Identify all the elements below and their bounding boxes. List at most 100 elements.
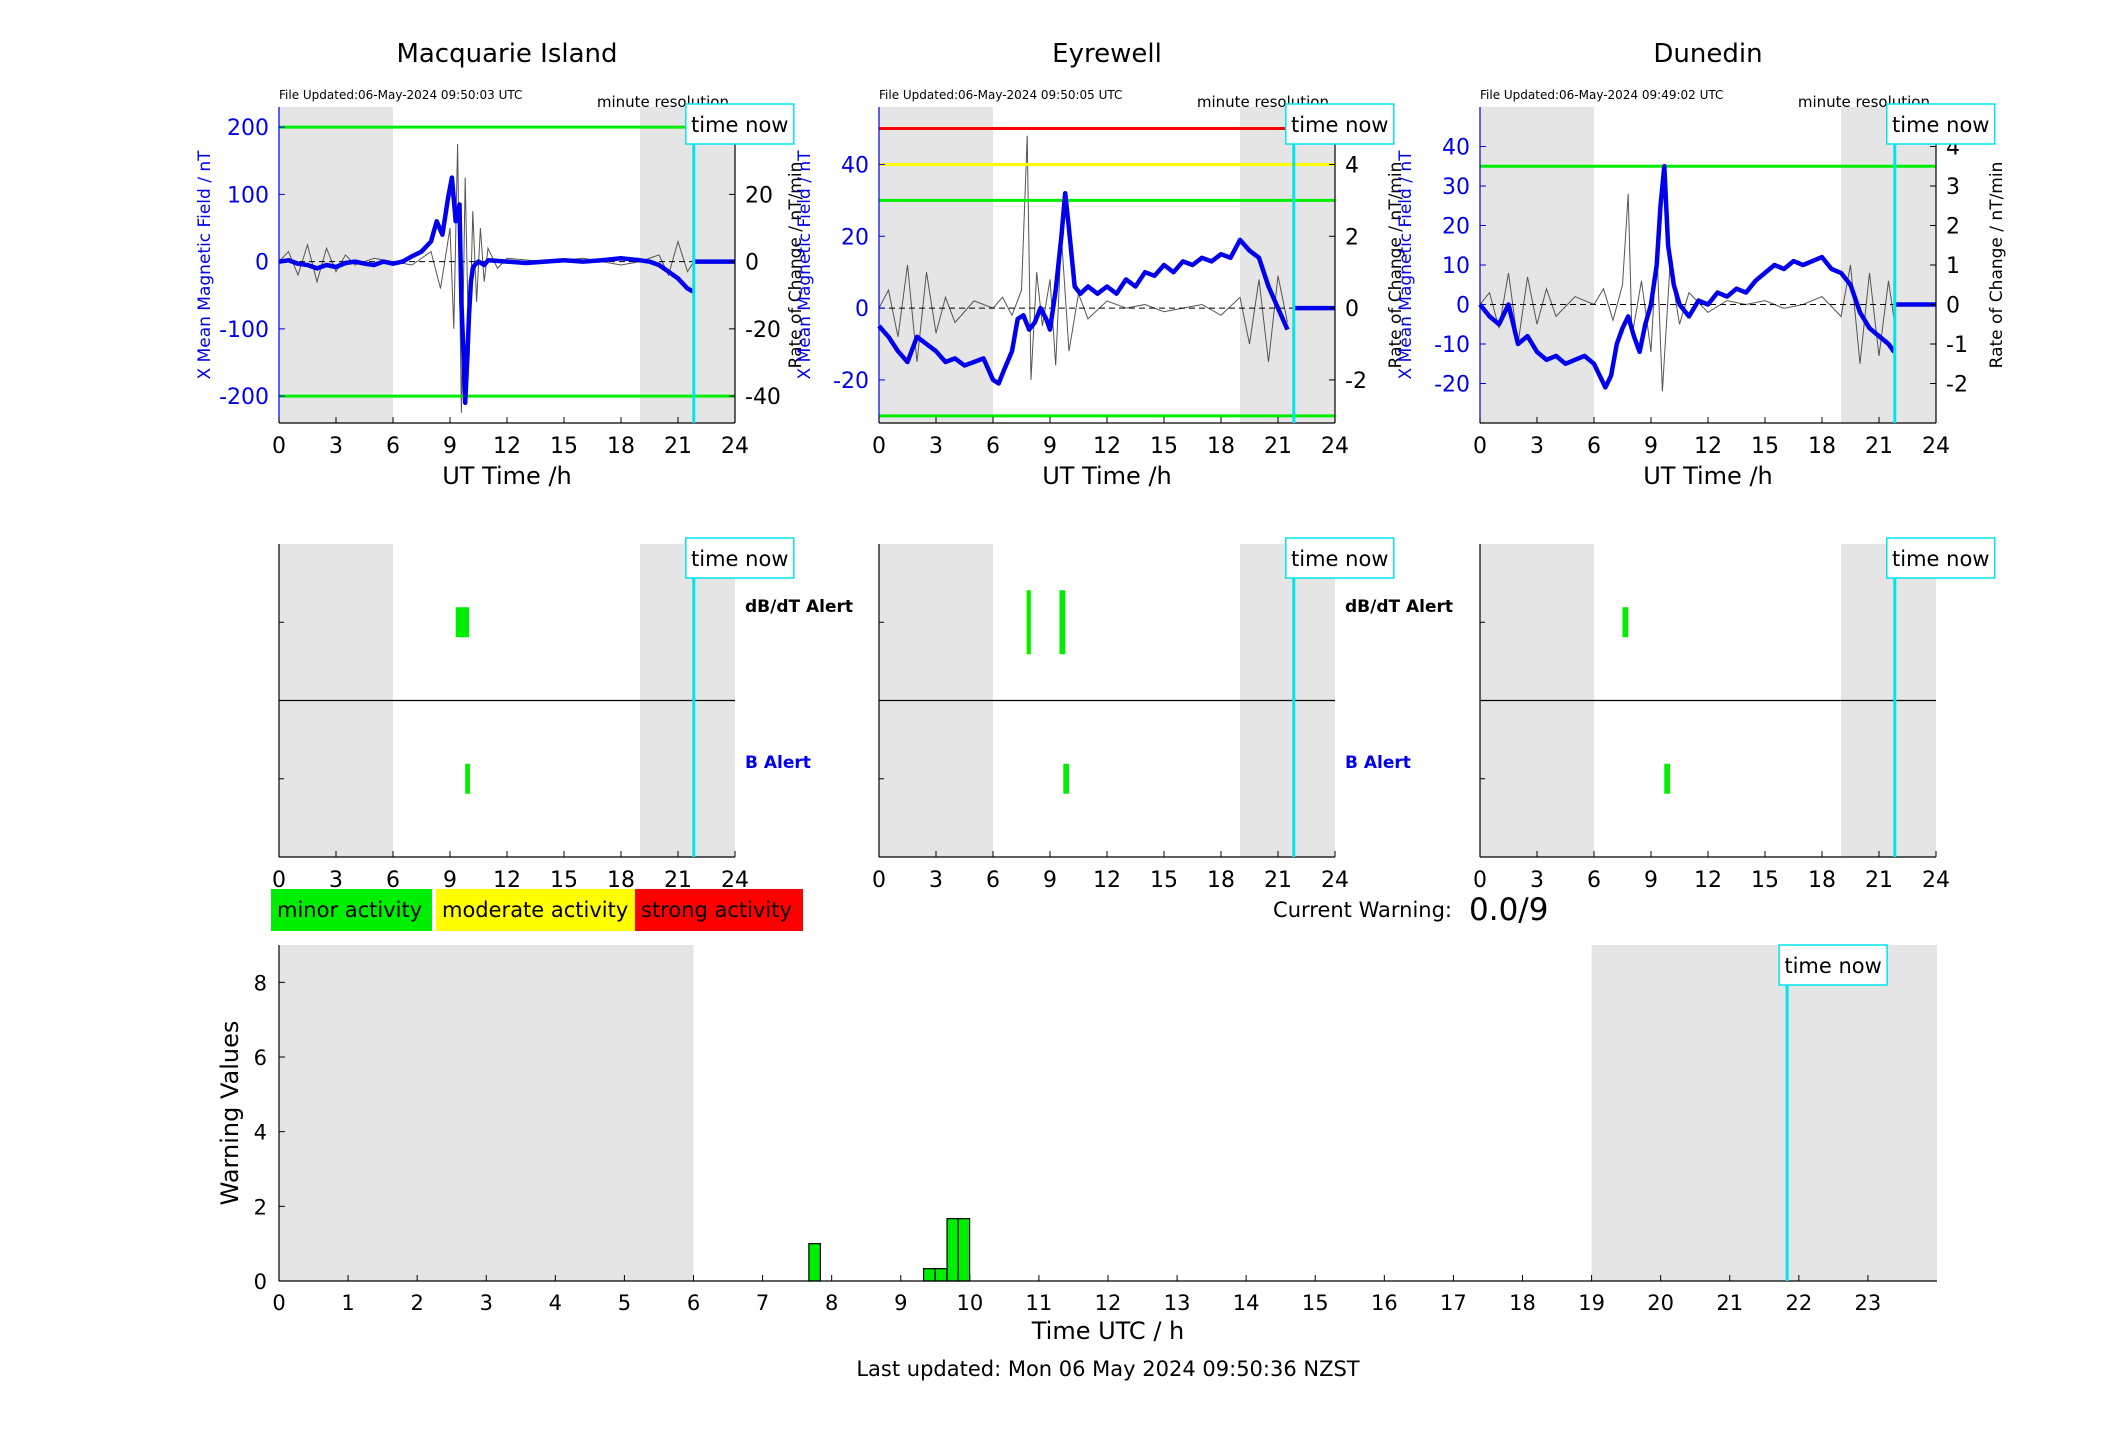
time-now-box bbox=[685, 537, 795, 579]
y-tick-label: 0 bbox=[254, 1270, 267, 1294]
x-tick-label: 14 bbox=[1233, 1291, 1260, 1315]
night-shading bbox=[1240, 107, 1335, 423]
x-tick-label: 2 bbox=[410, 1291, 423, 1315]
current-warning-label: Current Warning: bbox=[1273, 898, 1452, 922]
x-tick-label: 21 bbox=[664, 868, 692, 893]
x-tick-label: 12 bbox=[493, 868, 521, 893]
x-tick-label: 20 bbox=[1647, 1291, 1674, 1315]
x-tick-label: 21 bbox=[1264, 434, 1292, 459]
x-tick-label: 3 bbox=[1530, 434, 1544, 459]
right-axis-title: Rate of Change / nT/min bbox=[1987, 162, 2007, 369]
x-tick-label: 13 bbox=[1164, 1291, 1191, 1315]
left-tick-label: 30 bbox=[1442, 175, 1470, 200]
x-tick-label: 0 bbox=[1473, 868, 1487, 893]
x-tick-label: 19 bbox=[1578, 1291, 1605, 1315]
legend-moderate-swatch bbox=[436, 889, 635, 931]
x-tick-label: 15 bbox=[550, 868, 578, 893]
left-tick-label: -10 bbox=[1434, 333, 1470, 358]
left-tick-label: 0 bbox=[855, 297, 869, 322]
right-tick-label: -40 bbox=[745, 385, 781, 410]
x-tick-label: 6 bbox=[386, 868, 400, 893]
right-tick-label: 0 bbox=[1345, 297, 1359, 322]
x-tick-label: 18 bbox=[1509, 1291, 1536, 1315]
b-alert-label: B Alert bbox=[1345, 753, 1411, 773]
x-tick-label: 21 bbox=[1716, 1291, 1743, 1315]
station-title: Dunedin bbox=[1653, 39, 1762, 69]
left-tick-label: 200 bbox=[227, 116, 269, 141]
dbdt-alert-label: dB/dT Alert bbox=[1345, 597, 1453, 617]
b-alert-label: B Alert bbox=[745, 753, 811, 773]
left-tick-label: 40 bbox=[1442, 136, 1470, 161]
x-tick-label: 6 bbox=[986, 868, 1000, 893]
b-alert-bar bbox=[465, 763, 470, 794]
alert-chart: 0 3 6 9 12 15 18 21 24 dB/dT Alert B Alert time now bbox=[272, 537, 853, 893]
last-updated-label: Last updated: Mon 06 May 2024 09:50:36 N… bbox=[856, 1357, 1359, 1381]
x-tick-label: 3 bbox=[329, 868, 343, 893]
magnetic-field-line bbox=[278, 175, 695, 406]
left-tick-label: -20 bbox=[833, 369, 869, 394]
x-tick-label: 3 bbox=[929, 868, 943, 893]
x-tick-label: 21 bbox=[1865, 868, 1893, 893]
left-axis-title: X Mean Magnetic Field / nT bbox=[1396, 150, 1416, 380]
x-tick-label: 18 bbox=[607, 868, 635, 893]
time-now-label: time now bbox=[1291, 547, 1388, 571]
x-tick-label: 6 bbox=[1587, 434, 1601, 459]
right-tick-label: 1 bbox=[1946, 254, 1960, 279]
activity-legend: minor activity moderate activity strong ac… bbox=[271, 889, 803, 931]
y-tick-label: 4 bbox=[254, 1121, 267, 1145]
legend-moderate-label: moderate activity bbox=[442, 898, 628, 922]
x-tick-label: 24 bbox=[1321, 868, 1349, 893]
station-title: Macquarie Island bbox=[396, 39, 617, 69]
field-chart: 0 3 6 9 12 15 18 21 2440200-20420-2EyrewellFile … bbox=[795, 39, 1406, 490]
x-tick-label: 6 bbox=[687, 1291, 700, 1315]
x-tick-label: 3 bbox=[329, 434, 343, 459]
x-tick-label: 18 bbox=[1808, 434, 1836, 459]
x-tick-label: 6 bbox=[986, 434, 1000, 459]
left-tick-label: 40 bbox=[841, 153, 869, 178]
current-warning-value: 0.0/9 bbox=[1469, 892, 1548, 928]
legend-strong-swatch bbox=[635, 889, 803, 931]
x-tick-label: 9 bbox=[1043, 434, 1057, 459]
x-tick-label: 24 bbox=[1321, 434, 1349, 459]
right-tick-label: -2 bbox=[1946, 373, 1968, 398]
x-tick-label: 15 bbox=[550, 434, 578, 459]
file-updated-label: File Updated:06-May-2024 09:50:05 UTC bbox=[879, 88, 1122, 102]
x-tick-label: 9 bbox=[443, 434, 457, 459]
x-tick-label: 24 bbox=[1922, 434, 1950, 459]
x-tick-label: 3 bbox=[929, 434, 943, 459]
x-tick-label: 0 bbox=[872, 868, 886, 893]
x-tick-label: 17 bbox=[1440, 1291, 1467, 1315]
x-tick-label: 3 bbox=[480, 1291, 493, 1315]
x-axis-title: UT Time /h bbox=[1042, 462, 1172, 490]
time-now-box bbox=[685, 103, 795, 145]
x-tick-label: 15 bbox=[1150, 868, 1178, 893]
left-tick-label: -100 bbox=[219, 318, 269, 343]
x-tick-label: 9 bbox=[1644, 868, 1658, 893]
time-now-label: time now bbox=[1892, 113, 1989, 137]
right-tick-label: -2 bbox=[1345, 369, 1367, 394]
x-tick-label: 12 bbox=[1095, 1291, 1122, 1315]
x-tick-label: 5 bbox=[618, 1291, 631, 1315]
time-now-label: time now bbox=[1892, 547, 1989, 571]
legend-strong-label: strong activity bbox=[641, 898, 792, 922]
left-tick-label: 20 bbox=[1442, 215, 1470, 240]
time-now-label: time now bbox=[1784, 954, 1881, 978]
x-tick-label: 0 bbox=[272, 868, 286, 893]
x-tick-label: 18 bbox=[1207, 434, 1235, 459]
x-tick-label: 0 bbox=[272, 1291, 285, 1315]
dbdt-alert-bar bbox=[1026, 590, 1031, 655]
x-axis-title: UT Time /h bbox=[442, 462, 572, 490]
alert-chart: 0 3 6 9 12 15 18 21 24 time now bbox=[1473, 537, 1996, 893]
warning-bar bbox=[934, 1268, 948, 1282]
right-tick-label: 2 bbox=[1345, 225, 1359, 250]
x-tick-label: 0 bbox=[872, 434, 886, 459]
left-tick-label: -200 bbox=[219, 385, 269, 410]
x-axis-title: UT Time /h bbox=[1643, 462, 1773, 490]
legend-minor-swatch bbox=[271, 889, 432, 931]
x-tick-label: 16 bbox=[1371, 1291, 1398, 1315]
field-chart: 0 3 6 9 12 15 18 21 242001000-100-200200-20-40Ma… bbox=[195, 39, 806, 490]
right-tick-label: 4 bbox=[1345, 153, 1359, 178]
left-axis-title: X Mean Magnetic Field / nT bbox=[795, 150, 815, 380]
x-tick-label: 4 bbox=[549, 1291, 562, 1315]
night-shading bbox=[279, 945, 694, 1281]
